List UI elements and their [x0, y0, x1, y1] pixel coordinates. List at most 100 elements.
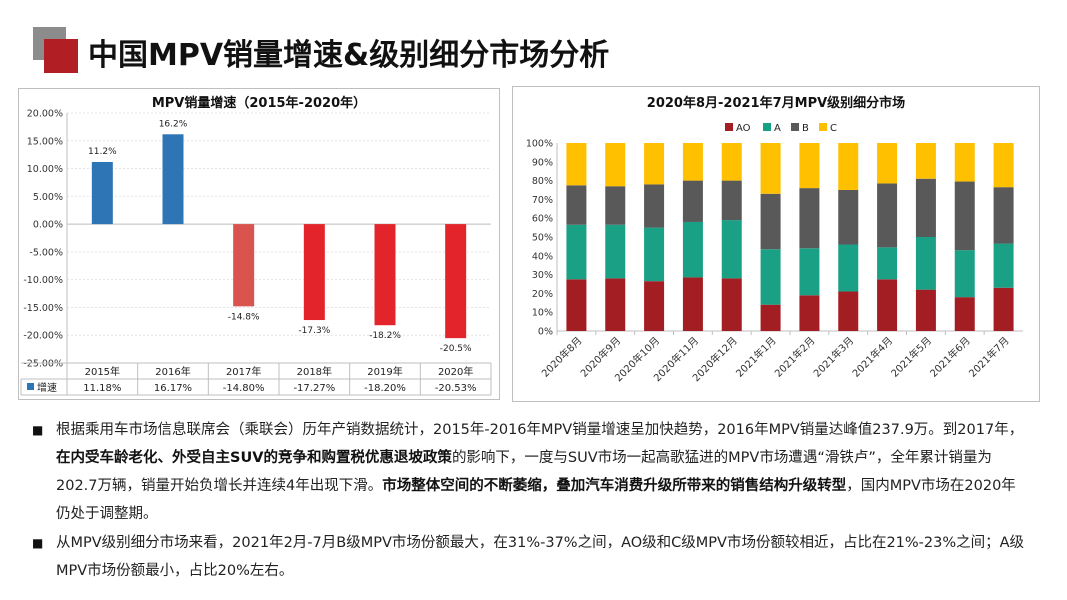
growth-bar-chart: MPV销量增速（2015年-2020年） 20.00% 15.00% 10.00% 5.… — [20, 95, 492, 396]
bar-B-2021年4月 — [877, 183, 898, 248]
data-label: -17.3% — [298, 326, 330, 336]
legend-label: B — [802, 123, 809, 134]
y-tick-label: 10% — [532, 308, 553, 319]
chart-title: MPV销量增速（2015年-2020年） — [152, 95, 366, 111]
data-label: 16.2% — [159, 119, 188, 129]
bar-B-2020年10月 — [644, 184, 665, 228]
bar-AO-2020年11月 — [682, 277, 703, 331]
bar-AO-2021年7月 — [993, 287, 1014, 331]
bar-2019年 — [374, 224, 396, 326]
data-label: 11.2% — [88, 147, 117, 157]
p1-text-2: 的影响下，一度与SUV市场一起高歌猛进的MPV市场遭遇“滑铁卢”，全年累计销量为… — [56, 450, 992, 494]
bar-2020年 — [445, 224, 467, 339]
y-tick-label: 100% — [526, 139, 553, 150]
bar-AO-2020年8月 — [566, 279, 587, 331]
analysis-text: ■ 根据乘用车市场信息联席会（乘联会）历年产销数据统计，2015年-2016年M… — [30, 416, 1030, 586]
bar-AO-2020年12月 — [721, 278, 742, 331]
bar-2015年 — [91, 162, 113, 225]
bar-A-2020年12月 — [721, 220, 742, 279]
bar-B-2020年11月 — [682, 180, 703, 222]
y-tick-label: 0% — [538, 327, 553, 338]
table-value: -17.27% — [293, 383, 335, 394]
bar-A-2020年9月 — [605, 224, 626, 279]
table-value: -14.80% — [223, 383, 265, 394]
bar-A-2021年2月 — [799, 248, 820, 296]
title-decor-red-square — [44, 39, 78, 73]
x-tick-label: 2019年 — [367, 365, 402, 378]
square-bullet-icon: ■ — [32, 423, 44, 437]
bar-B-2020年12月 — [721, 180, 742, 221]
bar-C-2021年5月 — [915, 143, 936, 179]
bar-2017年 — [233, 224, 255, 307]
table-value: 16.17% — [154, 383, 192, 394]
square-bullet-icon: ■ — [32, 536, 44, 550]
y-tick-label: 50% — [532, 233, 553, 244]
legend-label: C — [830, 123, 837, 134]
bar-C-2021年3月 — [838, 143, 859, 190]
data-label: -14.8% — [228, 312, 260, 322]
page-title: 中国MPV销量增速&级别细分市场分析 — [88, 38, 610, 73]
bar-B-2020年8月 — [566, 185, 587, 225]
bar-A-2021年7月 — [993, 243, 1014, 288]
legend-swatch — [27, 383, 34, 390]
bar-C-2020年11月 — [682, 143, 703, 181]
bar-C-2020年10月 — [644, 143, 665, 185]
x-tick-label: 2020年8月 — [539, 334, 585, 380]
x-tick-label: 2018年 — [297, 365, 332, 378]
p1-text-3: ，国内MPV市场在2020年仍处于调整期。 — [56, 478, 1016, 522]
bar-B-2021年6月 — [954, 181, 975, 251]
y-tick-label: 80% — [532, 176, 553, 187]
y-tick-label: 0.00% — [33, 220, 63, 231]
bar-B-2021年7月 — [993, 187, 1014, 244]
bar-C-2021年2月 — [799, 143, 820, 189]
y-tick-label: 60% — [532, 214, 553, 225]
y-tick-label: 20.00% — [27, 109, 63, 120]
legend-swatch-C — [819, 123, 827, 131]
y-tick-label: -5.00% — [29, 247, 63, 258]
y-tick-label: -25.00% — [23, 359, 63, 370]
p2-text: 从MPV级别细分市场来看，2021年2月-7月B级MPV市场份额最大，在31%-… — [56, 535, 1025, 579]
y-tick-label: 10.00% — [27, 164, 63, 175]
bar-C-2021年1月 — [760, 143, 781, 194]
y-tick-label: 30% — [532, 270, 553, 281]
legend-swatch-AO — [725, 123, 733, 131]
data-label: -18.2% — [369, 331, 401, 341]
p1-bold-1: 在内受车龄老化、外受自主SUV的竞争和购置税优惠退坡政策 — [56, 450, 452, 466]
y-tick-label: -15.00% — [23, 303, 63, 314]
x-tick-label: 2021年2月 — [772, 334, 818, 380]
bar-A-2021年3月 — [838, 244, 859, 292]
bar-A-2020年11月 — [682, 221, 703, 278]
bar-AO-2021年1月 — [760, 304, 781, 331]
x-tick-label: 2015年 — [85, 365, 120, 378]
y-tick-label: -10.00% — [23, 275, 63, 286]
legend-label: 增速 — [37, 381, 57, 394]
bar-B-2021年1月 — [760, 193, 781, 250]
bar-C-2020年8月 — [566, 143, 587, 186]
paragraph-2: ■ 从MPV级别细分市场来看，2021年2月-7月B级MPV市场份额最大，在31… — [30, 529, 1030, 585]
bar-C-2021年6月 — [954, 143, 975, 182]
table-value: -20.53% — [435, 383, 477, 394]
bar-AO-2021年2月 — [799, 295, 820, 331]
bar-AO-2021年4月 — [877, 279, 898, 331]
bar-B-2021年3月 — [838, 190, 859, 245]
bar-C-2021年4月 — [877, 143, 898, 184]
table-value: -18.20% — [364, 383, 406, 394]
bar-2016年 — [162, 134, 184, 225]
bar-C-2021年7月 — [993, 143, 1014, 188]
bar-A-2020年8月 — [566, 224, 587, 280]
x-tick-label: 2021年6月 — [927, 334, 973, 380]
bar-A-2021年6月 — [954, 250, 975, 298]
bar-B-2020年9月 — [605, 186, 626, 225]
bar-A-2021年5月 — [915, 237, 936, 290]
p1-text-1: 根据乘用车市场信息联席会（乘联会）历年产销数据统计，2015年-2016年MPV… — [56, 422, 1024, 438]
bar-A-2020年10月 — [644, 227, 665, 282]
table-value: 11.18% — [83, 383, 121, 394]
bar-2018年 — [303, 224, 325, 321]
x-tick-label: 2021年4月 — [849, 334, 895, 380]
bar-AO-2021年5月 — [915, 289, 936, 331]
segment-stacked-bar-chart: 2020年8月-2021年7月MPV级别细分市场 AO A B C 100% 90% 80% 7… — [526, 95, 1023, 384]
chart-title: 2020年8月-2021年7月MPV级别细分市场 — [647, 95, 905, 111]
x-tick-label: 2020年 — [438, 365, 473, 378]
bar-A-2021年4月 — [877, 247, 898, 280]
legend-label: AO — [736, 123, 751, 134]
